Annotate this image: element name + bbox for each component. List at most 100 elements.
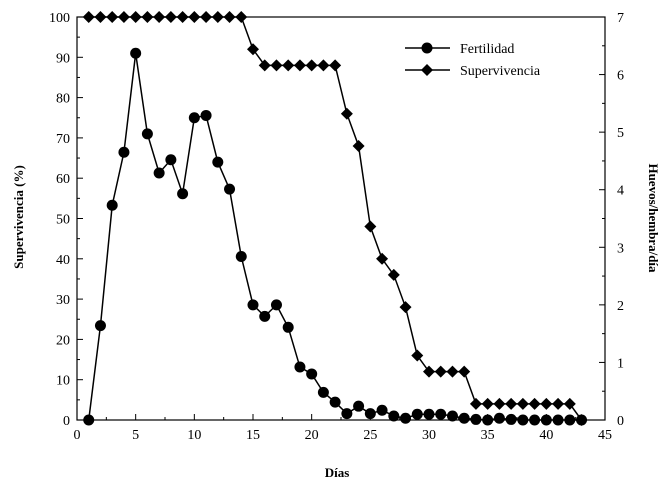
data-point	[423, 365, 435, 378]
data-point	[446, 410, 458, 422]
legend-marker	[421, 42, 433, 54]
data-point	[540, 397, 553, 410]
data-point	[165, 154, 177, 166]
data-point	[505, 397, 518, 410]
data-point	[188, 112, 200, 124]
data-point	[258, 59, 271, 72]
data-point	[376, 252, 389, 265]
data-point	[306, 368, 318, 380]
data-point	[364, 220, 377, 233]
data-point	[223, 11, 236, 23]
data-point	[153, 11, 166, 23]
y-right-tick-label: 7	[617, 11, 624, 26]
x-tick-label: 5	[132, 428, 139, 443]
data-point	[129, 11, 142, 23]
data-point	[552, 414, 564, 426]
data-point	[411, 408, 423, 420]
data-point	[247, 299, 259, 311]
series-layer	[82, 11, 588, 426]
y-left-tick-label: 50	[56, 213, 70, 228]
y-left-tick-label: 70	[56, 132, 70, 147]
y-left-tick-label: 30	[56, 293, 70, 308]
data-point	[305, 59, 318, 72]
y-left-tick-label: 10	[56, 374, 70, 389]
data-point	[188, 11, 201, 23]
data-point	[329, 396, 341, 408]
legend-label: Fertilidad	[460, 42, 514, 57]
y-right-tick-label: 4	[617, 184, 624, 199]
data-point	[458, 365, 471, 378]
data-point	[458, 412, 470, 424]
x-tick-label: 10	[187, 428, 201, 443]
data-point	[106, 11, 119, 23]
y-axis-left-title: Supervivencia (%)	[11, 165, 26, 269]
data-point	[212, 156, 224, 168]
data-point	[435, 408, 447, 420]
data-point	[293, 59, 306, 72]
data-point	[529, 414, 541, 426]
data-point	[482, 414, 494, 426]
y-left-tick-label: 0	[63, 414, 70, 429]
data-point	[83, 414, 95, 426]
x-tick-label: 40	[539, 428, 553, 443]
data-point	[341, 408, 353, 420]
data-point	[564, 414, 576, 426]
data-point	[176, 11, 189, 23]
data-point	[270, 299, 282, 311]
data-point	[270, 59, 283, 72]
y-axis-right-title: Huevos/hembra/día	[646, 163, 661, 273]
data-point	[235, 11, 248, 23]
data-point	[505, 413, 517, 425]
legend-marker	[421, 64, 433, 76]
data-point	[224, 183, 236, 195]
y-left-tick-label: 60	[56, 172, 70, 187]
data-point	[540, 414, 552, 426]
x-tick-label: 35	[481, 428, 495, 443]
data-point	[200, 109, 212, 121]
y-right-tick-label: 3	[617, 241, 624, 256]
data-point	[411, 349, 424, 362]
data-point	[481, 397, 494, 410]
data-point	[94, 320, 106, 332]
data-point	[493, 397, 506, 410]
data-point	[153, 167, 165, 179]
data-point	[118, 146, 130, 158]
data-point	[294, 361, 306, 373]
series-supervivencia	[82, 11, 588, 426]
data-point	[423, 408, 435, 420]
data-point	[317, 386, 329, 398]
data-point	[141, 128, 153, 140]
data-point	[282, 321, 294, 333]
x-tick-label: 20	[305, 428, 319, 443]
data-point	[469, 397, 482, 410]
data-point	[340, 107, 353, 120]
data-point	[317, 59, 330, 72]
series-line	[87, 53, 582, 421]
y-left-tick-label: 40	[56, 253, 70, 268]
data-point	[493, 412, 505, 424]
data-point	[364, 408, 376, 420]
y-left-tick-label: 90	[56, 51, 70, 66]
data-point	[552, 397, 565, 410]
data-point	[516, 397, 529, 410]
x-tick-label: 15	[246, 428, 260, 443]
data-point	[141, 11, 154, 23]
y-left-tick-label: 100	[49, 11, 70, 26]
data-point	[82, 11, 95, 23]
x-tick-label: 0	[74, 428, 81, 443]
data-point	[470, 413, 482, 425]
x-tick-label: 30	[422, 428, 436, 443]
data-point	[387, 268, 400, 281]
data-point	[400, 412, 412, 424]
data-point	[106, 199, 118, 211]
y-right-tick-label: 0	[617, 414, 624, 429]
data-point	[282, 59, 295, 72]
data-point	[388, 410, 400, 422]
data-point	[259, 310, 271, 322]
series-fertilidad	[83, 47, 588, 426]
y-right-tick-label: 2	[617, 299, 624, 314]
x-tick-label: 25	[363, 428, 377, 443]
x-axis-title: Días	[325, 465, 350, 480]
data-point	[376, 404, 388, 416]
